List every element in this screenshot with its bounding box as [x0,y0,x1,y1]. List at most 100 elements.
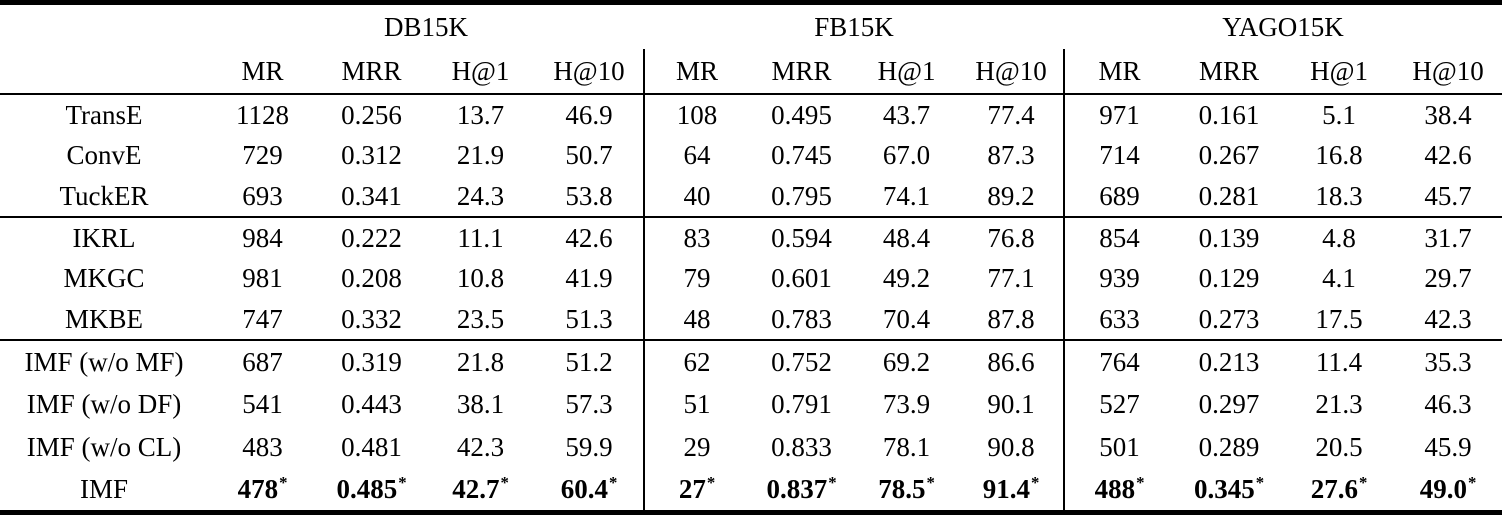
value-text: 981 [242,263,283,293]
value-text: 478 [237,473,279,504]
value-text: 89.2 [987,180,1035,211]
value-text: 0.273 [1198,303,1260,334]
value-text: 693 [242,180,283,211]
value-text: 0.222 [341,222,402,253]
value-text: 51.2 [565,346,613,377]
value-cell: 10.8 [426,258,535,299]
value-cell: 687 [208,339,317,383]
value-text: 90.1 [987,389,1035,419]
value-text: 1128 [236,99,289,130]
method-cell: ConvE [66,140,142,170]
value-text: 714 [1099,140,1140,170]
value-cell: 31.7 [1394,216,1502,258]
table-header: DB15K FB15K YAGO15K MR MRR H@1 H@10 MR M… [0,3,1502,95]
value-cell: 45.9 [1394,426,1502,469]
value-text: 5.1 [1322,99,1356,130]
value-cell: 59.9 [535,426,644,469]
value-text: 0.213 [1198,346,1260,377]
value-text: 87.8 [987,303,1035,334]
value-text: 0.139 [1198,222,1260,253]
method-cell: MKBE [64,303,143,334]
value-text: 0.837 [766,473,828,504]
value-text: 83 [683,222,711,253]
method-cell: MKGC [63,263,145,293]
value-text: 13.7 [456,99,505,130]
value-text: 0.485 [336,473,398,504]
value-text: 57.3 [565,389,613,419]
dataset-group-header-db15k: DB15K [384,11,469,42]
value-text: 17.5 [1315,303,1363,334]
value-text: 11.1 [457,222,504,253]
value-text: 42.3 [456,432,505,462]
value-cell: 0.256 [317,94,426,135]
value-cell: 0.495 [749,94,854,135]
value-cell: 27* [643,469,750,512]
value-text: 0.443 [341,389,402,419]
value-cell: 747 [208,299,317,340]
value-cell: 24.3 [426,176,535,217]
value-text: 86.6 [987,346,1035,377]
value-cell: 87.3 [959,135,1064,176]
value-cell: 0.222 [317,216,426,258]
value-cell: 74.1 [854,176,959,217]
value-text: 939 [1099,263,1140,293]
value-cell: 689 [1063,176,1175,217]
value-cell: 77.1 [959,258,1064,299]
value-cell: 42.7* [426,469,535,512]
value-text: 59.9 [565,432,613,462]
table-row: ConvE 729 0.312 21.9 50.7 64 0.745 67.0 87.3 714 0… [0,135,1502,176]
value-text: 0.833 [771,432,832,462]
value-text: 527 [1099,389,1140,419]
value-cell: 541 [208,383,317,426]
value-cell: 0.601 [749,258,854,299]
value-cell: 0.281 [1174,176,1284,217]
value-cell: 29.7 [1394,258,1502,299]
value-cell: 51.3 [535,299,644,340]
value-text: 633 [1099,303,1140,334]
value-text: 0.341 [341,180,402,211]
value-text: 31.7 [1424,222,1472,253]
value-text: 40 [683,180,711,211]
value-cell: 0.443 [317,383,426,426]
value-text: 0.208 [341,263,402,293]
value-cell: 0.341 [317,176,426,217]
value-text: 687 [242,346,283,377]
metric-header-mrr: MRR [1174,49,1285,95]
value-cell: 693 [208,176,317,217]
value-text: 38.1 [456,389,505,419]
value-cell: 89.2 [959,176,1064,217]
value-text: 10.8 [456,263,505,293]
value-cell: 90.1 [959,383,1064,426]
value-cell: 77.4 [959,94,1064,135]
value-cell: 38.1 [426,383,535,426]
value-text: 76.8 [987,222,1035,253]
metric-header-h1: H@1 [1284,49,1395,95]
table-row: IMF (w/o CL) 483 0.481 42.3 59.9 29 0.833 78.1 9… [0,426,1502,469]
value-text: 21.3 [1315,389,1363,419]
method-cell: IMF (w/o MF) [0,339,208,383]
value-text: 87.3 [987,140,1035,170]
value-text: 0.795 [771,180,832,211]
method-cell: IKRL [0,216,208,258]
table-row: TransE 1128 0.256 13.7 46.9 108 0.495 43.7 77.4 9… [0,94,1502,135]
value-cell: 38.4 [1394,94,1502,135]
value-cell: 67.0 [854,135,959,176]
value-cell: 48 [643,299,750,340]
value-cell: 69.2 [854,339,960,383]
value-text: 0.281 [1198,180,1260,211]
value-text: 41.9 [565,263,613,293]
table-row: MKBE 747 0.332 23.5 51.3 48 0.783 70.4 87.8 633 0.… [0,299,1502,340]
value-text: 49.0 [1419,473,1467,504]
value-text: 42.6 [565,222,613,253]
value-cell: 527 [1063,383,1175,426]
value-cell: 43.7 [854,94,959,135]
value-cell: 0.213 [1174,339,1285,383]
value-text: 27.6 [1310,473,1358,504]
value-text: 108 [676,99,718,130]
metric-header-row: MR MRR H@1 H@10 MR MRR H@1 H@10 MR MRR H… [0,49,1502,95]
value-text: 42.7 [452,473,500,504]
value-cell: 42.3 [1394,299,1502,340]
value-cell: 45.7 [1394,176,1502,217]
value-cell: 40 [643,176,750,217]
value-text: 69.2 [882,346,931,377]
